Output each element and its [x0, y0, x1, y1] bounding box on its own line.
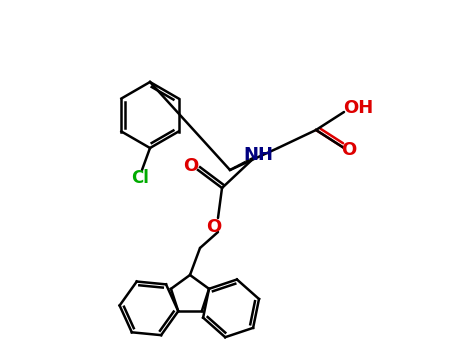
Text: O: O	[183, 157, 199, 175]
Text: O: O	[341, 141, 357, 159]
Text: NH: NH	[243, 146, 273, 164]
Text: Cl: Cl	[131, 169, 149, 187]
Text: OH: OH	[343, 99, 373, 117]
Text: O: O	[207, 218, 222, 236]
